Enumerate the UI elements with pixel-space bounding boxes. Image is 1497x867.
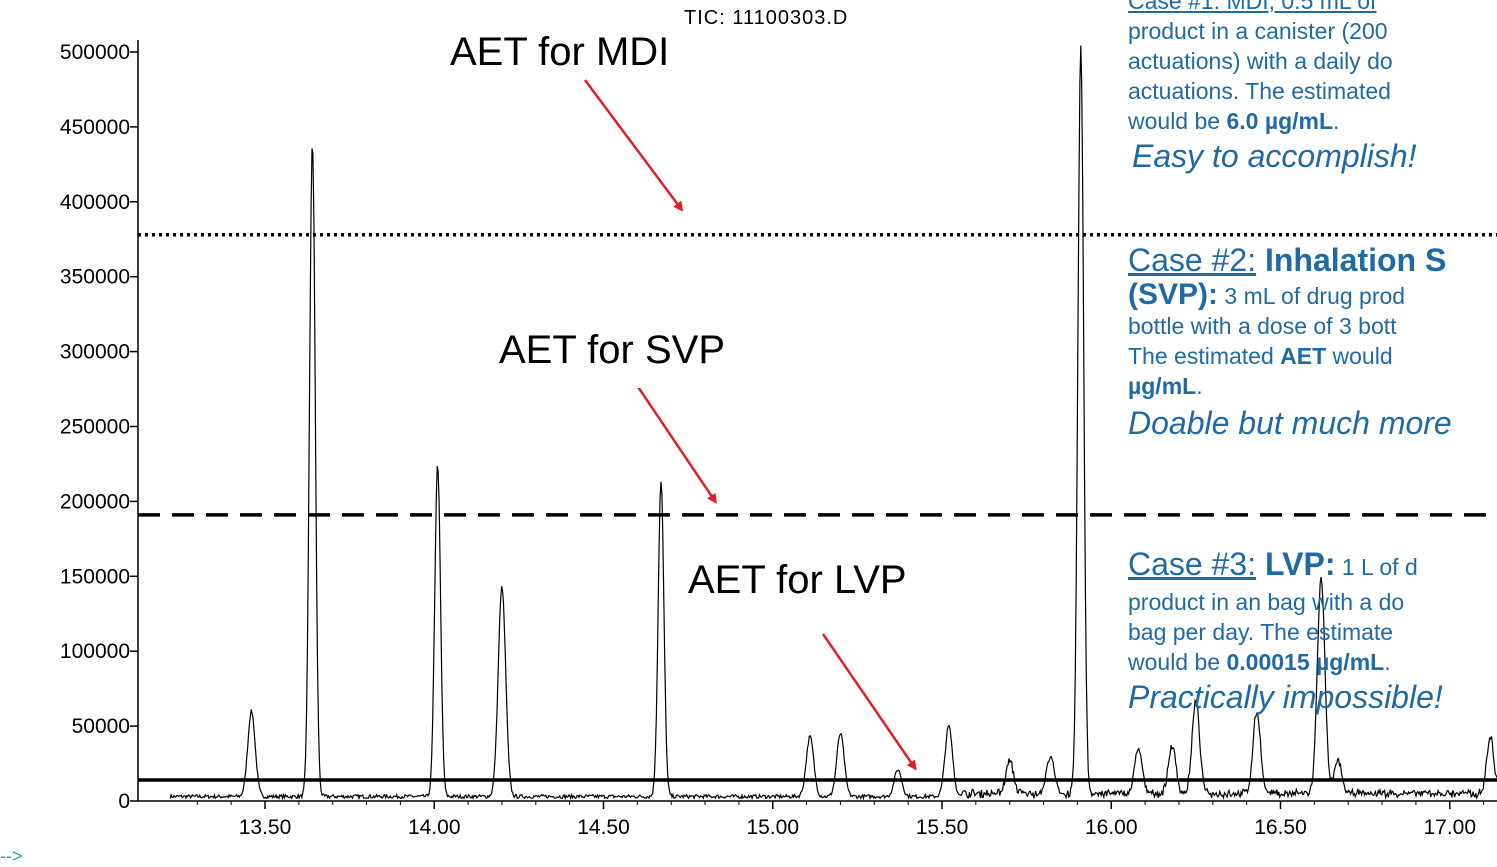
trace-layer — [169, 45, 1497, 801]
footer-marker: --> — [0, 846, 23, 866]
case1-line5-suffix: . — [1333, 108, 1340, 134]
case2-line3: bottle with a dose of 3 bott — [1128, 313, 1397, 339]
case2-line4: The estimated AET would — [1128, 341, 1497, 371]
case3-line4-prefix: would be — [1128, 649, 1227, 675]
case2-line2: (SVP): 3 mL of drug prod — [1128, 280, 1497, 311]
x-tick-label: 17.00 — [1423, 816, 1476, 839]
y-tick-label: 200000 — [60, 490, 130, 513]
x-tick-label: 16.00 — [1085, 816, 1138, 839]
case1-value: 6.0 µg/mL — [1226, 108, 1334, 134]
x-tick-label: 16.50 — [1254, 816, 1307, 839]
case2-line5-rest: . — [1196, 373, 1203, 399]
case2-unit: µg/mL — [1128, 373, 1197, 399]
chart-title: TIC: 11100303.D — [684, 7, 848, 29]
case2-line4-prefix: The estimated — [1128, 343, 1281, 369]
y-tick-label: 400000 — [60, 191, 130, 214]
y-tick-label: 50000 — [72, 715, 130, 738]
case2-line5: µg/mL. — [1128, 371, 1497, 401]
case3-title: LVP: — [1256, 546, 1336, 582]
reference-lines — [138, 233, 1497, 782]
case3-line4: would be 0.00015 µg/mL. — [1128, 647, 1497, 677]
case2-panel: Case #2: Inhalation S (SVP): 3 mL of dru… — [1118, 240, 1497, 443]
y-tick-label: 100000 — [60, 640, 130, 663]
case3-heading: Case #3: LVP: 1 L of d — [1128, 544, 1497, 587]
case1-line1: Case #1: MDI; 0.5 mL of — [1128, 0, 1377, 14]
y-tick-label: 450000 — [60, 116, 130, 139]
y-tick-label: 350000 — [60, 266, 130, 289]
case2-note: Doable but much more — [1128, 405, 1452, 441]
case1-line3: actuations) with a daily do — [1128, 48, 1393, 74]
case1-line5-prefix: would be — [1128, 108, 1227, 134]
x-tick-label: 15.50 — [916, 816, 969, 839]
tic-trace-line — [169, 45, 1497, 801]
annotation-arrow-2 — [626, 371, 717, 504]
case3-value: 0.00015 µg/mL — [1226, 649, 1385, 675]
case1-note: Easy to accomplish! — [1132, 138, 1417, 174]
callout-aet-svp: AET for SVP — [481, 318, 748, 388]
case1-line2: product in a canister (200 — [1128, 18, 1388, 44]
axes: 0 50000 100000 150000 200000 250000 300000 3500… — [60, 40, 1497, 839]
case3-line3: bag per day. The estimate — [1128, 619, 1394, 645]
callout-aet-lvp: AET for LVP — [670, 548, 945, 620]
annotation-arrows — [583, 79, 917, 771]
case1-panel: Case #1: MDI; 0.5 mL of product in a can… — [1118, 0, 1497, 176]
case1-line5: would be 6.0 µg/mL. — [1128, 106, 1497, 136]
y-tick-label: 0 — [118, 790, 130, 813]
x-tick-label: 14.00 — [408, 816, 461, 839]
y-tick-label: 300000 — [60, 341, 130, 364]
case3-label: Case #3: — [1128, 546, 1257, 582]
case2-title: Inhalation S — [1256, 242, 1447, 278]
case2-svp: (SVP): — [1128, 278, 1218, 311]
case2-line2-rest: 3 mL of drug prod — [1218, 283, 1406, 309]
case2-heading: Case #2: Inhalation S — [1128, 240, 1497, 280]
case2-aet: AET — [1280, 343, 1327, 369]
x-tick-label: 13.50 — [239, 816, 292, 839]
callout-aet-mdi: AET for MDI — [450, 30, 670, 74]
x-tick-label: 15.00 — [746, 816, 799, 839]
case3-panel: Case #3: LVP: 1 L of d product in an bag… — [1118, 544, 1497, 717]
case3-line2: product in an bag with a do — [1128, 589, 1405, 615]
case3-line4-rest: . — [1384, 649, 1391, 675]
case3-note: Practically impossible! — [1128, 679, 1443, 715]
y-tick-label: 500000 — [60, 41, 130, 64]
y-tick-label: 250000 — [60, 416, 130, 439]
annotation-arrow-1 — [583, 79, 684, 212]
case2-label: Case #2: — [1128, 242, 1257, 278]
x-tick-label: 14.50 — [577, 816, 630, 839]
annotation-arrow-3 — [821, 633, 917, 771]
case2-line4-rest: would — [1326, 343, 1393, 369]
case1-line4: actuations. The estimated — [1128, 78, 1391, 104]
case3-title-rest: 1 L of d — [1335, 554, 1418, 580]
y-tick-label: 150000 — [60, 565, 130, 588]
